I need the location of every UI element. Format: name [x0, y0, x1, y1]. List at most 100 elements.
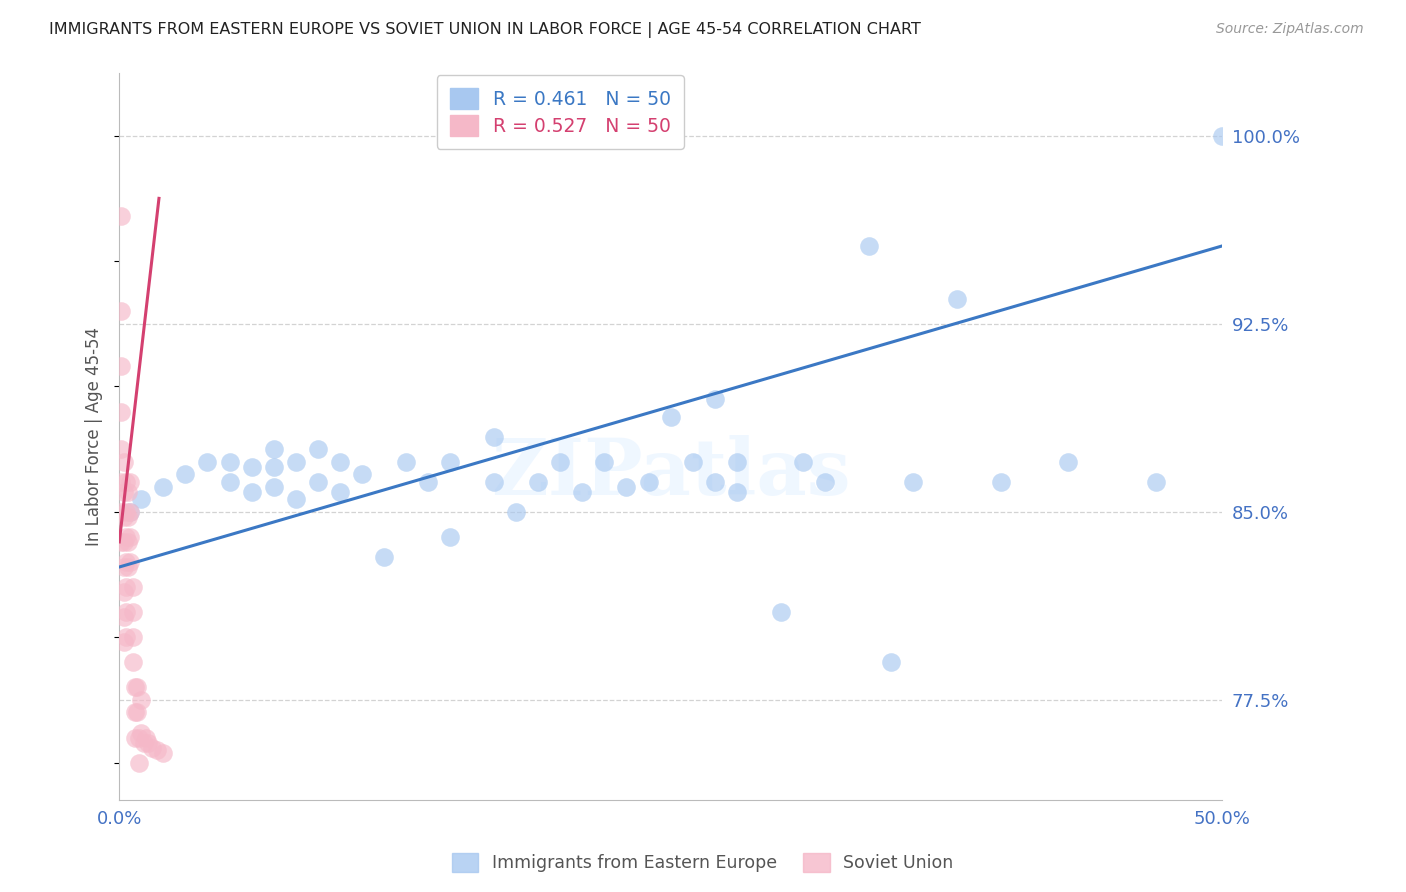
Point: [284, 492, 307, 507]
Point: [240, 459, 263, 474]
Point: [990, 475, 1012, 489]
Point: [814, 475, 837, 489]
Point: [725, 484, 748, 499]
Point: [1144, 475, 1167, 489]
Point: [110, 505, 132, 519]
Point: [112, 535, 135, 549]
Point: [115, 505, 138, 519]
Point: [880, 655, 903, 669]
Point: [637, 475, 659, 489]
Point: [703, 392, 725, 406]
Text: Source: ZipAtlas.com: Source: ZipAtlas.com: [1216, 22, 1364, 37]
Y-axis label: In Labor Force | Age 45-54: In Labor Force | Age 45-54: [86, 327, 103, 546]
Point: [115, 605, 138, 619]
Point: [141, 740, 163, 755]
Point: [120, 475, 142, 489]
Point: [110, 359, 132, 374]
Point: [117, 535, 139, 549]
Point: [112, 509, 135, 524]
Point: [858, 239, 880, 253]
Point: [110, 442, 132, 457]
Point: [218, 455, 240, 469]
Point: [550, 455, 572, 469]
Point: [571, 484, 593, 499]
Point: [395, 455, 418, 469]
Point: [152, 746, 174, 760]
Point: [792, 455, 814, 469]
Point: [329, 455, 352, 469]
Point: [120, 505, 142, 519]
Point: [115, 475, 138, 489]
Point: [373, 549, 395, 564]
Point: [121, 630, 143, 644]
Point: [439, 530, 461, 544]
Point: [121, 605, 143, 619]
Point: [115, 580, 138, 594]
Point: [120, 530, 142, 544]
Point: [112, 484, 135, 499]
Point: [240, 484, 263, 499]
Point: [482, 429, 505, 443]
Point: [112, 585, 135, 599]
Point: [174, 467, 197, 482]
Point: [110, 209, 132, 223]
Point: [115, 555, 138, 569]
Point: [682, 455, 704, 469]
Text: IMMIGRANTS FROM EASTERN EUROPE VS SOVIET UNION IN LABOR FORCE | AGE 45-54 CORREL: IMMIGRANTS FROM EASTERN EUROPE VS SOVIET…: [49, 22, 921, 38]
Point: [307, 442, 329, 457]
Point: [135, 731, 157, 745]
Point: [120, 505, 142, 519]
Point: [124, 706, 146, 720]
Point: [1056, 455, 1078, 469]
Point: [110, 304, 132, 318]
Point: [263, 480, 285, 494]
Point: [197, 455, 219, 469]
Point: [117, 560, 139, 574]
Point: [131, 693, 153, 707]
Point: [725, 455, 748, 469]
Legend: Immigrants from Eastern Europe, Soviet Union: Immigrants from Eastern Europe, Soviet U…: [446, 846, 960, 879]
Point: [117, 509, 139, 524]
Point: [505, 505, 527, 519]
Point: [616, 480, 638, 494]
Point: [110, 404, 132, 418]
Point: [350, 467, 373, 482]
Point: [263, 459, 285, 474]
Point: [120, 555, 142, 569]
Point: [132, 735, 155, 749]
Point: [115, 530, 138, 544]
Point: [218, 475, 240, 489]
Point: [110, 535, 132, 549]
Point: [125, 681, 148, 695]
Point: [482, 475, 505, 489]
Point: [124, 681, 146, 695]
Point: [307, 475, 329, 489]
Point: [901, 475, 924, 489]
Point: [112, 455, 135, 469]
Point: [593, 455, 616, 469]
Point: [946, 292, 969, 306]
Point: [117, 484, 139, 499]
Point: [703, 475, 725, 489]
Point: [145, 743, 167, 757]
Point: [1211, 128, 1233, 143]
Point: [659, 409, 682, 424]
Point: [128, 756, 150, 770]
Point: [115, 630, 138, 644]
Point: [112, 635, 135, 649]
Point: [112, 610, 135, 624]
Point: [131, 492, 153, 507]
Point: [128, 731, 150, 745]
Point: [125, 706, 148, 720]
Point: [131, 725, 153, 739]
Point: [769, 605, 792, 619]
Legend: R = 0.461   N = 50, R = 0.527   N = 50: R = 0.461 N = 50, R = 0.527 N = 50: [437, 75, 683, 149]
Point: [329, 484, 352, 499]
Text: ZIPatlas: ZIPatlas: [491, 435, 851, 511]
Point: [152, 480, 174, 494]
Point: [263, 442, 285, 457]
Point: [439, 455, 461, 469]
Point: [121, 580, 143, 594]
Point: [112, 560, 135, 574]
Point: [121, 655, 143, 669]
